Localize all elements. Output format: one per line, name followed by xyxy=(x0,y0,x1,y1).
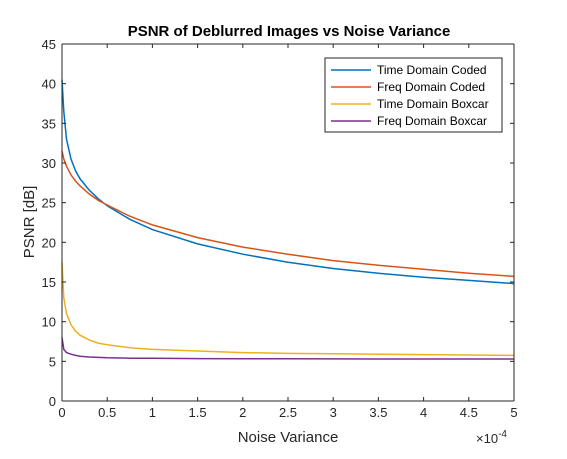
series-line-1 xyxy=(61,79,515,285)
legend-entry-3: Time Domain Boxcar xyxy=(377,97,489,111)
x-exponent-base: ×10 xyxy=(476,431,498,446)
y-tick-label: 30 xyxy=(42,156,56,171)
x-tick-label: 2.5 xyxy=(279,405,297,420)
y-tick-label: 5 xyxy=(49,354,56,369)
x-tick-label: 3 xyxy=(330,405,337,420)
x-tick-label: 1 xyxy=(149,405,156,420)
y-tick-label: 45 xyxy=(42,37,56,52)
y-tick-label: 25 xyxy=(42,196,56,211)
x-tick-label: 4.5 xyxy=(460,405,478,420)
x-axis-exponent: ×10-4 xyxy=(476,429,507,446)
legend-entry-4: Freq Domain Boxcar xyxy=(377,114,487,128)
y-tick-label: 20 xyxy=(42,235,56,250)
x-tick-label: 3.5 xyxy=(369,405,387,420)
x-tick-label: 2 xyxy=(239,405,246,420)
series-line-3 xyxy=(61,262,515,357)
x-tick-label: 5 xyxy=(510,405,517,420)
legend-entry-2: Freq Domain Coded xyxy=(377,80,485,94)
chart-title: PSNR of Deblurred Images vs Noise Varian… xyxy=(128,23,451,40)
y-tick-label: 40 xyxy=(42,77,56,92)
y-tick-label: 0 xyxy=(49,394,56,409)
series-line-2 xyxy=(61,150,515,278)
x-tick-label: 4 xyxy=(420,405,427,420)
x-exponent-power: -4 xyxy=(498,429,507,440)
y-tick-label: 35 xyxy=(42,116,56,131)
x-tick-label: 0 xyxy=(58,405,65,420)
y-axis-label: PSNR [dB] xyxy=(21,186,38,259)
x-tick-label: 0.5 xyxy=(98,405,116,420)
x-axis-label: Noise Variance xyxy=(238,429,339,446)
series-layer xyxy=(61,79,515,360)
y-tick-label: 15 xyxy=(42,275,56,290)
legend-entry-1: Time Domain Coded xyxy=(377,63,487,77)
legend: Time Domain Coded Freq Domain Coded Time D… xyxy=(324,57,503,133)
y-tick-label: 10 xyxy=(42,315,56,330)
x-tick-label: 1.5 xyxy=(189,405,207,420)
series-line-4 xyxy=(61,337,514,360)
axes-layer: 0 0.5 1 1.5 2 2.5 3 3.5 4 4.5 5 0 5 10 15 20 25 30 35 40 45 xyxy=(42,37,518,420)
